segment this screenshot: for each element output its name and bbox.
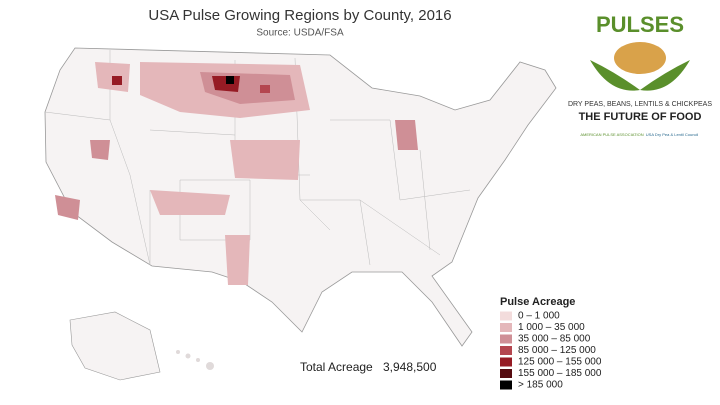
legend-label: > 185 000: [518, 380, 563, 391]
legend-swatch: [500, 346, 512, 355]
logo-tagline: DRY PEAS, BEANS, LENTILS & CHICKPEAS: [568, 101, 712, 108]
legend-label: 155 000 – 185 000: [518, 368, 602, 379]
legend-label: 125 000 – 155 000: [518, 357, 602, 368]
hawaii: [176, 350, 214, 370]
us-outline: [44, 47, 557, 347]
legend-label: 0 – 1 000: [518, 311, 560, 322]
title: USA Pulse Growing Regions by County, 201…: [148, 7, 451, 24]
logo-slogan: THE FUTURE OF FOOD: [579, 111, 702, 123]
pulse-regions: [55, 62, 418, 285]
legend-label: 1 000 – 35 000: [518, 322, 585, 333]
logo-name: PULSES: [596, 12, 684, 37]
total-label: Total Acreage: [300, 360, 373, 374]
alaska: [69, 311, 161, 381]
us-map: [44, 47, 557, 381]
logo-partner: USA Dry Pea & Lentil Council: [646, 132, 699, 137]
legend-swatch: [500, 369, 512, 378]
legend-swatch: [500, 334, 512, 344]
legend-swatch: [500, 323, 512, 332]
legend-label: 35 000 – 85 000: [518, 334, 591, 345]
legend-label: 85 000 – 125 000: [518, 345, 596, 356]
legend-swatch: [500, 380, 512, 390]
total-value: 3,948,500: [383, 360, 437, 374]
legend-title: Pulse Acreage: [500, 296, 575, 308]
logo: PULSES DRY PEAS, BEANS, LENTILS & CHICKP…: [568, 12, 712, 137]
source: Source: USDA/FSA: [256, 28, 344, 39]
legend-swatch: [500, 311, 512, 321]
legend-swatch: [500, 357, 512, 367]
logo-partner: AMERICAN PULSE ASSOCIATION: [580, 132, 643, 137]
